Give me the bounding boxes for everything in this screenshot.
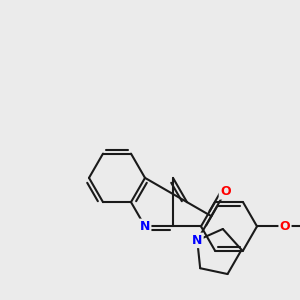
Text: N: N: [140, 220, 150, 233]
Text: N: N: [192, 234, 202, 247]
Text: O: O: [280, 220, 290, 233]
Text: O: O: [220, 185, 231, 198]
